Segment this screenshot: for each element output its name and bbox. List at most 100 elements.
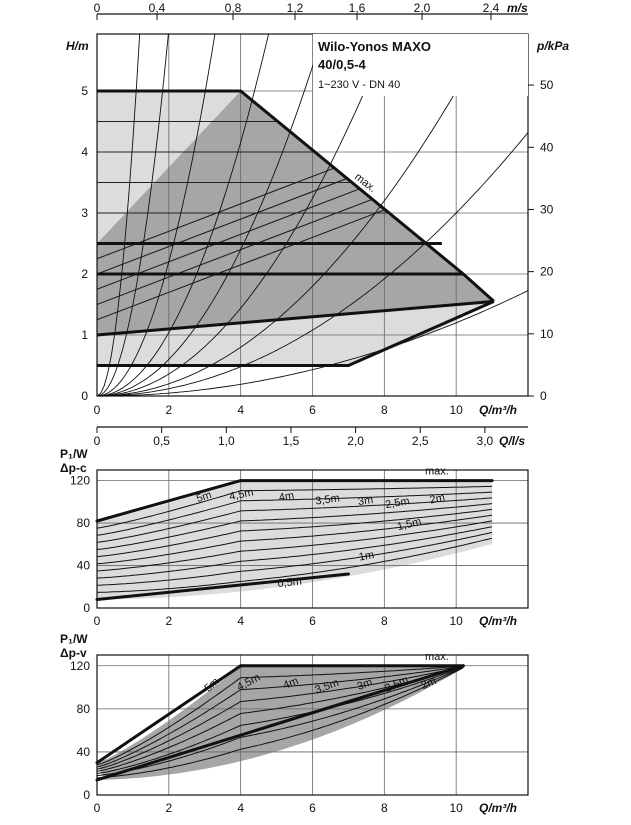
curve-label: 2m <box>419 675 438 692</box>
x-tick-label: 6 <box>309 801 316 815</box>
y-tick-label: 0 <box>83 788 90 802</box>
y-tick-label: 0 <box>83 601 90 615</box>
power-curve <box>96 666 464 774</box>
power-curve <box>96 485 493 529</box>
x-tick-label: 8 <box>381 801 388 815</box>
curve-label: 2,5m <box>384 495 410 511</box>
y-axis-label: P₁/W <box>60 447 88 461</box>
top-axis-label: m/s <box>507 1 528 15</box>
operating-limit-line <box>97 300 495 367</box>
power-curve <box>96 537 493 593</box>
right-tick-label: 0 <box>540 389 547 403</box>
power-curve <box>96 508 493 558</box>
mode-label: Δp-v <box>60 646 87 660</box>
curve-label: 3,5m <box>315 492 341 507</box>
y-axis-label: P₁/W <box>60 632 88 646</box>
max-label: max. <box>425 651 449 663</box>
top-tick-label: 2,0 <box>347 434 364 448</box>
top-tick-label: 3,0 <box>477 434 494 448</box>
right-tick-label: 10 <box>540 327 554 341</box>
y-tick-label: 80 <box>77 702 91 716</box>
x-tick-label: 0 <box>94 614 101 628</box>
y-tick-label: 4 <box>81 145 88 159</box>
top-tick-label: 0,4 <box>149 1 166 15</box>
power-curve <box>96 526 493 579</box>
max-label: max. <box>425 466 449 478</box>
operating-limit-line <box>96 299 495 337</box>
x-tick-label: 4 <box>237 403 244 417</box>
chart-title: Wilo-Yonos MAXO <box>318 39 431 54</box>
x-tick-label: 0 <box>94 801 101 815</box>
curve-label: 3m <box>357 494 374 508</box>
x-tick-label: 6 <box>309 403 316 417</box>
y-tick-label: 120 <box>70 474 90 488</box>
system-curve <box>97 34 141 396</box>
right-tick-label: 20 <box>540 265 554 279</box>
y-tick-label: 80 <box>77 516 91 530</box>
power-curve <box>96 667 464 779</box>
x-tick-label: 8 <box>381 403 388 417</box>
system-curve <box>97 34 270 396</box>
power-limit-line <box>95 664 465 782</box>
top-tick-label: 1,2 <box>287 1 304 15</box>
curve-label: 4m <box>278 490 295 504</box>
curve-label: 1,5m <box>396 516 423 534</box>
x-tick-label: 2 <box>165 614 172 628</box>
plot-frame <box>96 654 529 796</box>
power-curve <box>96 503 493 550</box>
right-tick-label: 30 <box>540 202 554 216</box>
x-tick-label: 4 <box>237 801 244 815</box>
curve-label: 5m <box>195 489 213 505</box>
power-curve <box>96 491 493 536</box>
system-curve <box>97 131 528 396</box>
system-curve <box>97 34 390 396</box>
top-axis-label: Q/l/s <box>499 434 525 448</box>
x-tick-label: 10 <box>449 614 463 628</box>
power-limit-line <box>95 479 243 523</box>
right-tick-label: 40 <box>540 140 554 154</box>
mode-label: Δp-c <box>60 461 87 475</box>
power-curve <box>96 665 464 768</box>
control-line <box>96 208 386 321</box>
chart-supply: 1~230 V - DN 40 <box>318 79 400 91</box>
chart-model: 40/0,5-4 <box>318 57 366 72</box>
plot-frame <box>96 33 529 397</box>
curve-label: 0,5m <box>277 576 303 590</box>
system-curve <box>97 34 489 396</box>
curve-label: 4,5m <box>228 486 254 503</box>
system-curve <box>97 34 216 396</box>
power-curve <box>96 531 493 586</box>
y-tick-label: 3 <box>81 206 88 220</box>
top-tick-label: 2,5 <box>412 434 429 448</box>
x-tick-label: 4 <box>237 614 244 628</box>
power-limit-line <box>95 572 350 601</box>
power-field <box>97 480 493 600</box>
curve-label: 4m <box>282 675 301 692</box>
right-tick-label: 50 <box>540 78 554 92</box>
curve-label: 2m <box>429 492 446 507</box>
top-tick-label: 0,8 <box>225 1 242 15</box>
system-curve <box>97 34 169 396</box>
x-tick-label: 10 <box>449 801 463 815</box>
power-limit-line <box>95 664 243 765</box>
y-tick-label: 5 <box>81 84 88 98</box>
top-tick-label: 2,0 <box>414 1 431 15</box>
system-curve <box>97 34 324 396</box>
control-line <box>96 177 348 275</box>
curve-label: 3m <box>356 676 375 693</box>
top-tick-label: 2,4 <box>483 1 500 15</box>
y-tick-label: 2 <box>81 267 88 281</box>
x-tick-label: 6 <box>309 614 316 628</box>
y-tick-label: 120 <box>70 659 90 673</box>
x-axis-label: Q/m³/h <box>479 801 517 815</box>
top-tick-label: 1,5 <box>283 434 300 448</box>
y-tick-label: 1 <box>81 328 88 342</box>
top-tick-label: 0 <box>94 1 101 15</box>
plot-frame <box>96 469 529 609</box>
x-tick-label: 8 <box>381 614 388 628</box>
x-tick-label: 2 <box>165 801 172 815</box>
power-curve <box>96 666 464 770</box>
y-tick-label: 0 <box>81 389 88 403</box>
power-curve <box>96 665 464 766</box>
